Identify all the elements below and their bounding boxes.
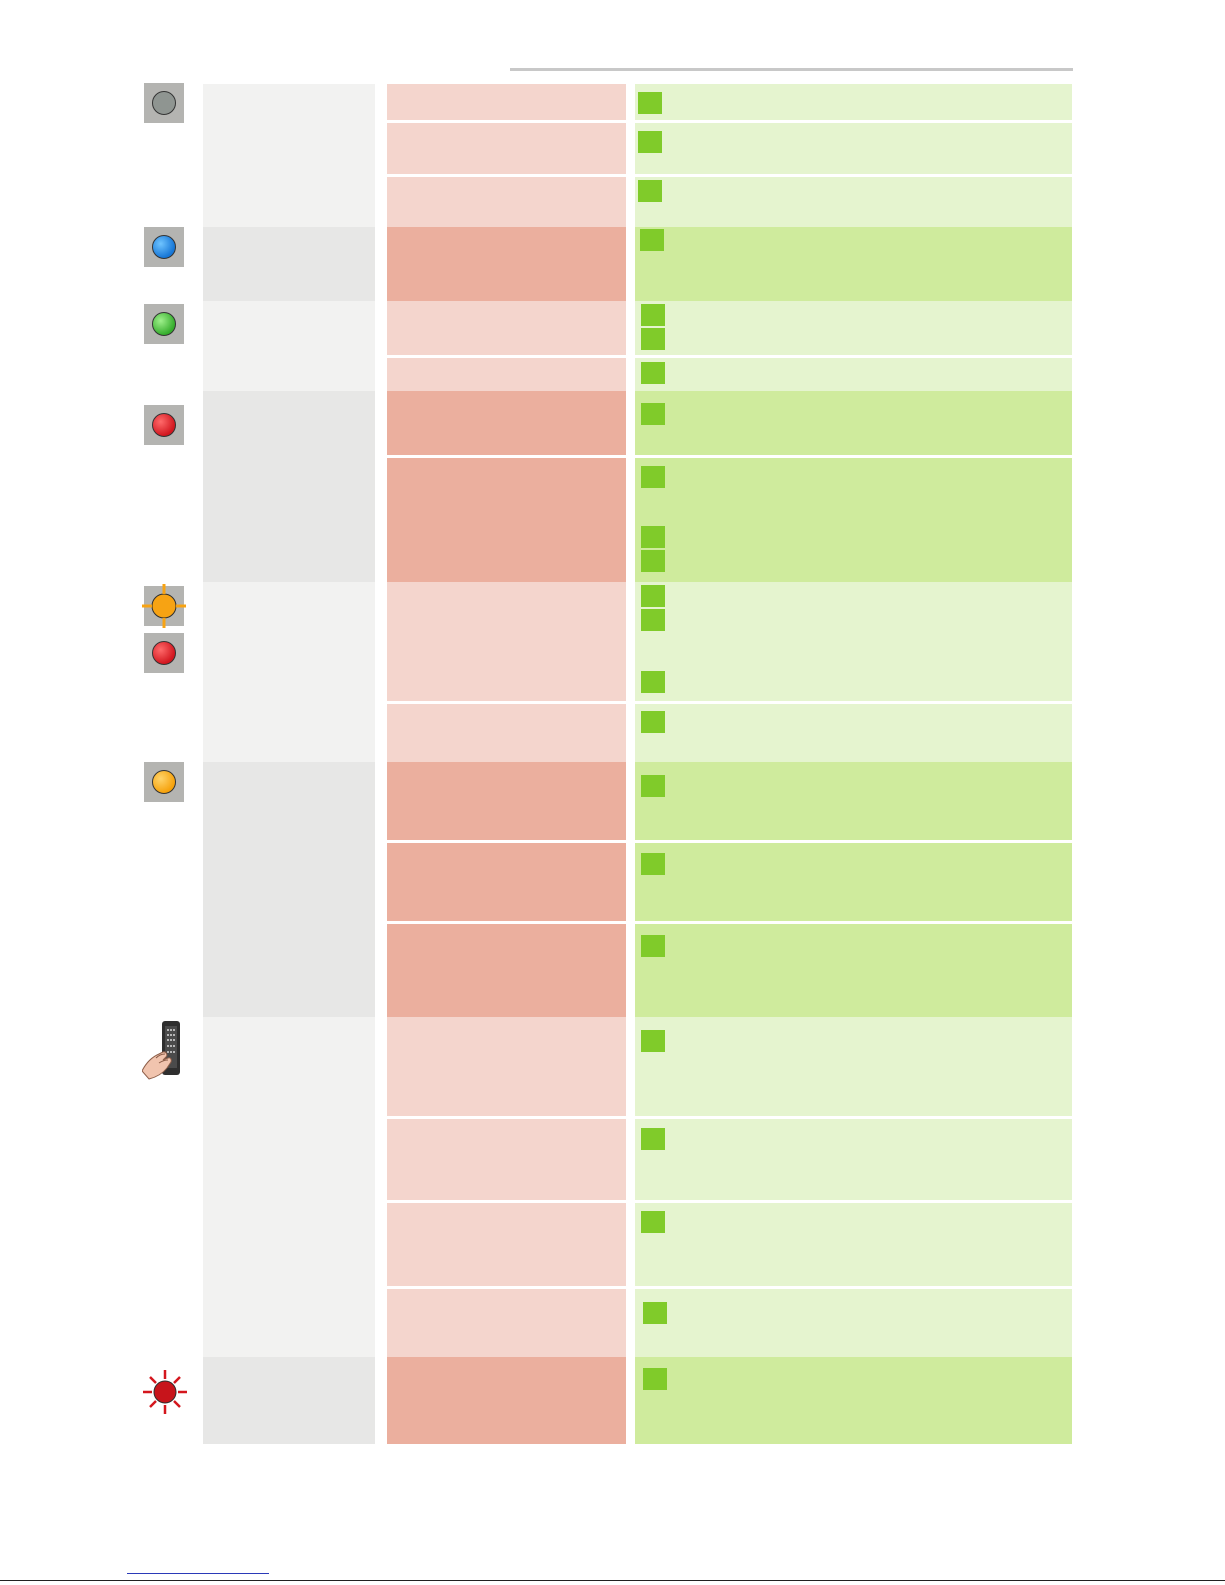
red-led-dot bbox=[152, 641, 176, 665]
action-cell bbox=[635, 1357, 1072, 1444]
cause-cell bbox=[387, 1203, 626, 1286]
bullet-marker bbox=[641, 362, 665, 384]
action-cell bbox=[635, 84, 1072, 120]
bullet-marker bbox=[641, 1128, 665, 1150]
bullet-marker bbox=[641, 526, 665, 548]
cause-cell bbox=[387, 358, 626, 391]
bullet-marker bbox=[641, 1211, 665, 1233]
header-rule bbox=[510, 68, 1073, 71]
cause-cell bbox=[387, 843, 626, 921]
state-cell bbox=[203, 391, 375, 582]
bullet-marker bbox=[641, 853, 665, 875]
state-cell bbox=[203, 1017, 375, 1357]
state-cell bbox=[203, 762, 375, 1017]
cause-cell bbox=[387, 301, 626, 355]
bullet-marker bbox=[641, 775, 665, 797]
gray-led-dot bbox=[152, 91, 176, 115]
cause-cell bbox=[387, 1017, 626, 1116]
bullet-marker bbox=[641, 609, 665, 631]
cause-cell bbox=[387, 1357, 626, 1444]
red-led-dot bbox=[152, 413, 176, 437]
bullet-marker bbox=[640, 229, 664, 251]
status-led-red-flashing-icon bbox=[143, 1370, 187, 1414]
footer-rule bbox=[0, 1580, 1225, 1581]
status-led-orange-flashing-icon bbox=[142, 584, 186, 628]
cause-cell bbox=[387, 84, 626, 120]
orange-led-dot bbox=[152, 770, 176, 794]
action-cell bbox=[635, 843, 1072, 921]
blue-led-dot bbox=[152, 235, 176, 259]
bullet-marker bbox=[641, 671, 665, 693]
status-led-orange-icon bbox=[144, 762, 184, 802]
bullet-marker bbox=[641, 403, 665, 425]
cause-cell bbox=[387, 227, 626, 301]
cause-cell bbox=[387, 924, 626, 1017]
bullet-marker bbox=[641, 935, 665, 957]
status-led-red-icon bbox=[144, 633, 184, 673]
state-cell bbox=[203, 84, 375, 227]
bullet-marker bbox=[638, 92, 662, 114]
bullet-marker bbox=[641, 585, 665, 607]
bullet-marker bbox=[641, 550, 665, 572]
action-cell bbox=[635, 458, 1072, 582]
action-cell bbox=[635, 177, 1072, 227]
action-cell bbox=[635, 301, 1072, 355]
action-cell bbox=[635, 123, 1072, 174]
status-led-gray-icon bbox=[144, 83, 184, 123]
action-cell bbox=[635, 762, 1072, 840]
state-cell bbox=[203, 1357, 375, 1444]
bullet-marker bbox=[643, 1368, 667, 1390]
bullet-marker bbox=[641, 711, 665, 733]
bullet-marker bbox=[641, 304, 665, 326]
green-led-dot bbox=[152, 312, 176, 336]
cause-cell bbox=[387, 458, 626, 582]
action-cell bbox=[635, 1119, 1072, 1200]
cause-cell bbox=[387, 177, 626, 227]
status-led-green-icon bbox=[144, 304, 184, 344]
bullet-marker bbox=[638, 131, 662, 153]
action-cell bbox=[635, 358, 1072, 391]
footer-link-underline[interactable] bbox=[127, 1573, 269, 1574]
action-cell bbox=[635, 1203, 1072, 1286]
action-cell bbox=[635, 924, 1072, 1017]
bullet-marker bbox=[641, 328, 665, 350]
cause-cell bbox=[387, 582, 626, 701]
action-cell bbox=[635, 1289, 1072, 1357]
status-led-blue-icon bbox=[144, 227, 184, 267]
cause-cell bbox=[387, 1119, 626, 1200]
action-cell bbox=[635, 704, 1072, 762]
state-cell bbox=[203, 301, 375, 391]
state-cell bbox=[203, 227, 375, 301]
bullet-marker bbox=[641, 1030, 665, 1052]
bullet-marker bbox=[641, 466, 665, 488]
action-cell bbox=[635, 227, 1072, 301]
bullet-marker bbox=[643, 1302, 667, 1324]
cause-cell bbox=[387, 704, 626, 762]
state-cell bbox=[203, 582, 375, 762]
cause-cell bbox=[387, 391, 626, 455]
bullet-marker bbox=[638, 180, 662, 202]
status-led-red-icon bbox=[144, 405, 184, 445]
cause-cell bbox=[387, 123, 626, 174]
remote-control-icon bbox=[142, 1021, 180, 1080]
action-cell bbox=[635, 391, 1072, 455]
action-cell bbox=[635, 1017, 1072, 1116]
action-cell bbox=[635, 582, 1072, 701]
cause-cell bbox=[387, 762, 626, 840]
cause-cell bbox=[387, 1289, 626, 1357]
